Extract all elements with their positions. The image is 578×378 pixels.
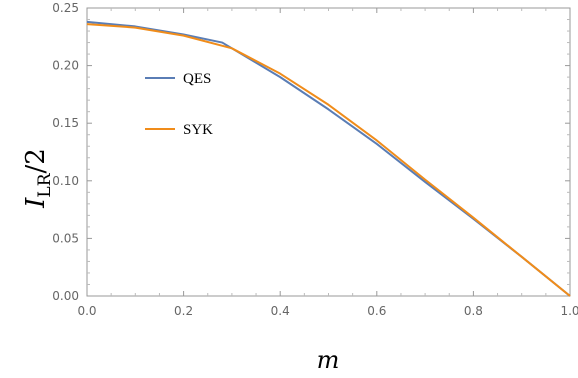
x-axis-title: m [317,346,340,374]
y-tick-label: 0.25 [52,1,79,15]
y-axis: 0.00 0.05 0.10 0.15 0.20 0.25 [52,1,570,303]
plot-frame [86,7,571,297]
x-axis: 0.0 0.2 0.4 0.6 0.8 1.0 [77,8,578,318]
series-line-syk [86,23,571,297]
series-line-qes [86,20,571,297]
y-tick-label: 0.15 [52,116,79,130]
y-tick-label: 0.05 [52,231,79,245]
x-tick-label: 0.2 [174,304,193,318]
y-tick-label: 0.00 [52,289,79,303]
y-axis-title: ILR/2 [21,148,55,209]
y-tick-label: 0.10 [52,174,79,188]
legend: QES SYK [145,71,213,138]
x-tick-label: 0.8 [464,304,483,318]
y-tick-label: 0.20 [52,59,79,73]
x-tick-label: 0.6 [367,304,386,318]
legend-label-qes: QES [183,71,211,87]
legend-label-syk: SYK [183,122,213,138]
x-tick-label: 1.0 [560,304,578,318]
x-tick-label: 0.0 [77,304,96,318]
series-layer [86,20,571,297]
x-tick-label: 0.4 [271,304,290,318]
